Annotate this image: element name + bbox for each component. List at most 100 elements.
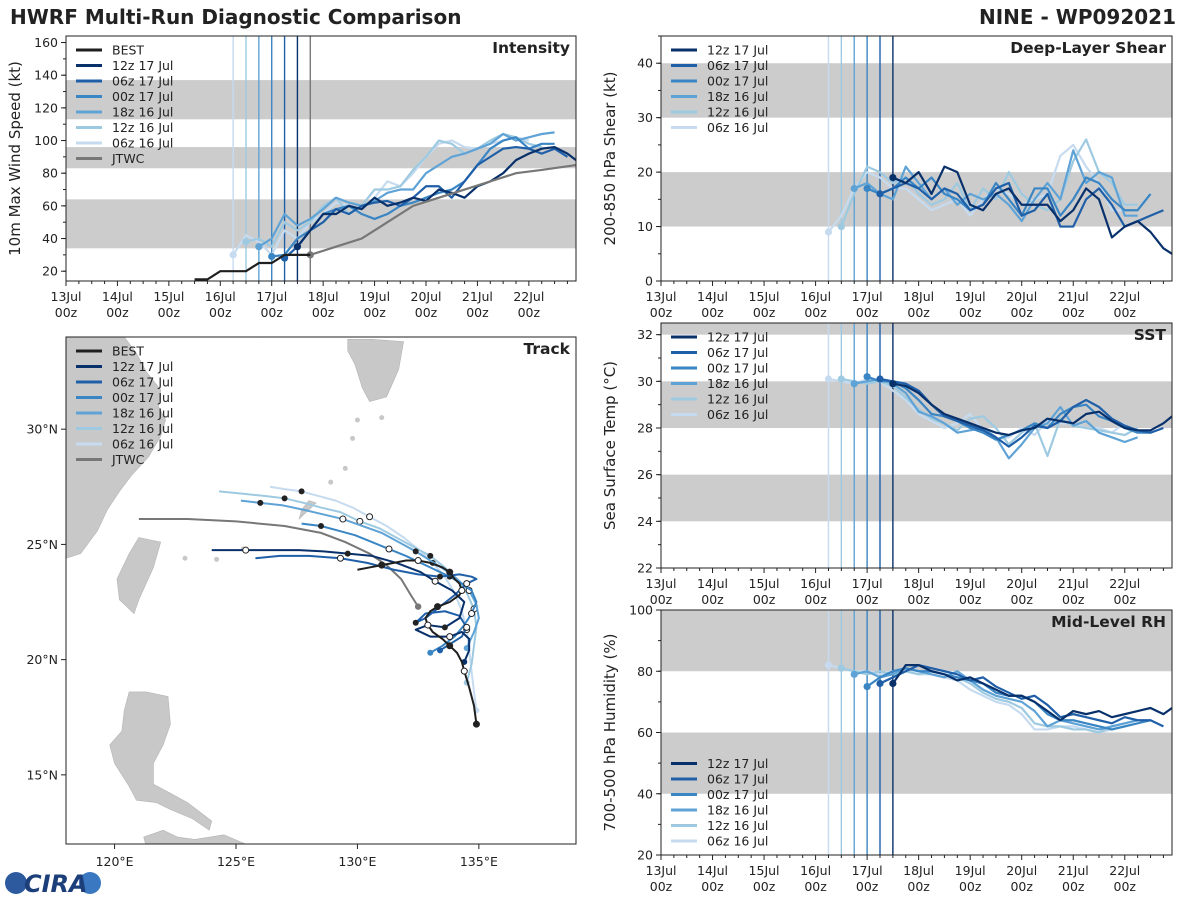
shear-ytick-label: 0 xyxy=(645,274,653,289)
track-marker-12z-17-jul xyxy=(242,546,250,554)
rh-init-point-06z-16-jul xyxy=(824,661,833,669)
rh-series-12z-17-jul xyxy=(891,664,1172,722)
sst-xtick-date: 16Jul xyxy=(800,576,831,591)
intensity-series-best xyxy=(194,253,311,281)
intensity-xtick-hour: 00z xyxy=(209,305,232,320)
rh-xtick-date: 21Jul xyxy=(1058,863,1089,878)
track-marker-06z-16-jul xyxy=(298,488,305,495)
sst-frame xyxy=(660,322,1173,569)
shear-series-12z-17-jul xyxy=(892,165,1172,255)
intensity-xtick-hour: 00z xyxy=(55,305,78,320)
intensity-legend-label: 06z 16 Jul xyxy=(112,136,173,151)
intensity-ytick-label: 120 xyxy=(34,100,58,115)
shear-init-point-06z-17-jul xyxy=(876,190,884,198)
shear-xtick-date: 14Jul xyxy=(697,289,728,304)
intensity-xtick-date: 22Jul xyxy=(513,289,544,304)
track-map-content xyxy=(66,337,480,844)
intensity-xtick-hour: 00z xyxy=(260,305,283,320)
shear-init-point-18z-16-jul xyxy=(850,184,858,193)
intensity-xtick-date: 18Jul xyxy=(308,289,339,304)
rh-xtick-hour: 00z xyxy=(1062,879,1085,894)
track-marker-12z-17-jul xyxy=(344,550,351,557)
rh-xtick-hour: 00z xyxy=(650,879,673,894)
sst-xtick-hour: 00z xyxy=(701,592,724,607)
track-marker-06z-17-jul xyxy=(412,619,419,626)
track-best-marker xyxy=(460,667,468,675)
shear-init-point-06z-16-jul xyxy=(824,228,833,236)
sst-legend-label: 18z 16 Jul xyxy=(707,376,768,391)
rh-legend-label: 12z 16 Jul xyxy=(707,818,768,833)
intensity-title: Intensity xyxy=(492,39,570,57)
sst-shaded-band xyxy=(661,323,1172,335)
intensity-ytick-label: 60 xyxy=(42,198,58,213)
visayas-landmass xyxy=(143,829,247,844)
track-legend-label: 12z 16 Jul xyxy=(112,421,173,436)
sst-xtick-date: 13Jul xyxy=(646,576,677,591)
shear-legend-label: 12z 16 Jul xyxy=(707,105,768,120)
shear-xtick-date: 22Jul xyxy=(1109,289,1140,304)
rh-legend-label: 12z 17 Jul xyxy=(707,756,768,771)
rh-shaded-band xyxy=(661,732,1172,794)
intensity-plot-content xyxy=(66,36,576,281)
shear-xtick-date: 21Jul xyxy=(1058,289,1089,304)
track-marker-06z-16-jul xyxy=(366,513,374,521)
rh-xtick-date: 16Jul xyxy=(800,863,831,878)
rh-xtick-date: 19Jul xyxy=(955,863,986,878)
logo-globe-icon xyxy=(5,872,27,894)
intensity-legend-label: JTWC xyxy=(111,151,145,166)
cira-logo: CIRA xyxy=(5,870,101,898)
track-marker-12z-17-jul xyxy=(431,577,439,585)
rh-ytick-label: 40 xyxy=(637,786,653,801)
track-marker-06z-17-jul xyxy=(437,647,443,654)
sst-xtick-hour: 00z xyxy=(1114,592,1137,607)
intensity-xtick-hour: 00z xyxy=(158,305,181,320)
intensity-init-point-12z-17-jul xyxy=(293,243,302,251)
china-coast-landmass xyxy=(66,337,166,559)
track-best-line xyxy=(357,559,478,725)
rh-ytick-label: 20 xyxy=(637,848,653,863)
sst-init-point-12z-16-jul xyxy=(837,375,845,383)
intensity-xtick-hour: 00z xyxy=(466,305,489,320)
track-xtick-label: 135°E xyxy=(460,854,498,869)
intensity-init-point-00z-17-jul xyxy=(268,252,276,261)
rh-ytick-label: 100 xyxy=(629,603,653,618)
figure-title: HWRF Multi-Run Diagnostic Comparison xyxy=(10,5,461,29)
track-marker-06z-17-jul xyxy=(463,580,471,588)
sst-ytick-label: 24 xyxy=(637,514,653,529)
sst-init-point-18z-16-jul xyxy=(850,380,858,388)
sst-xtick-date: 18Jul xyxy=(903,576,934,591)
intensity-ytick-label: 160 xyxy=(34,35,58,50)
small-island xyxy=(328,479,334,485)
shear-legend-label: 18z 16 Jul xyxy=(707,89,768,104)
shear-plot-content xyxy=(661,36,1172,281)
track-best-marker xyxy=(434,603,442,611)
track-best-marker xyxy=(414,557,422,565)
intensity-init-point-18z-16-jul xyxy=(255,243,263,251)
sst-xtick-date: 19Jul xyxy=(955,576,986,591)
sst-panel: 22242628303213Jul00z14Jul00z15Jul00z16Ju… xyxy=(601,322,1173,607)
taiwan-landmass xyxy=(116,537,162,615)
rh-series-06z-16-jul xyxy=(828,664,1126,734)
rh-xtick-hour: 00z xyxy=(856,879,879,894)
shear-xtick-date: 13Jul xyxy=(646,289,677,304)
intensity-frame xyxy=(65,35,577,282)
rh-xtick-date: 20Jul xyxy=(1006,863,1037,878)
shear-xtick-date: 20Jul xyxy=(1006,289,1037,304)
intensity-xtick-hour: 00z xyxy=(312,305,335,320)
sst-xtick-date: 21Jul xyxy=(1058,576,1089,591)
intensity-shaded-band xyxy=(66,80,576,120)
sst-init-point-06z-16-jul xyxy=(824,375,833,383)
shear-xtick-date: 17Jul xyxy=(852,289,883,304)
shear-xtick-hour: 00z xyxy=(959,305,982,320)
sst-xtick-hour: 00z xyxy=(650,592,673,607)
track-jtwc-line xyxy=(138,518,419,608)
shear-legend-label: 06z 17 Jul xyxy=(707,58,768,73)
intensity-xtick-date: 17Jul xyxy=(256,289,287,304)
shear-init-point-12z-16-jul xyxy=(837,222,845,231)
sst-xtick-hour: 00z xyxy=(753,592,776,607)
rh-xtick-hour: 00z xyxy=(907,879,930,894)
intensity-init-point-12z-16-jul xyxy=(242,238,250,246)
sst-xtick-hour: 00z xyxy=(907,592,930,607)
rh-xtick-hour: 00z xyxy=(701,879,724,894)
sst-xtick-date: 14Jul xyxy=(697,576,728,591)
